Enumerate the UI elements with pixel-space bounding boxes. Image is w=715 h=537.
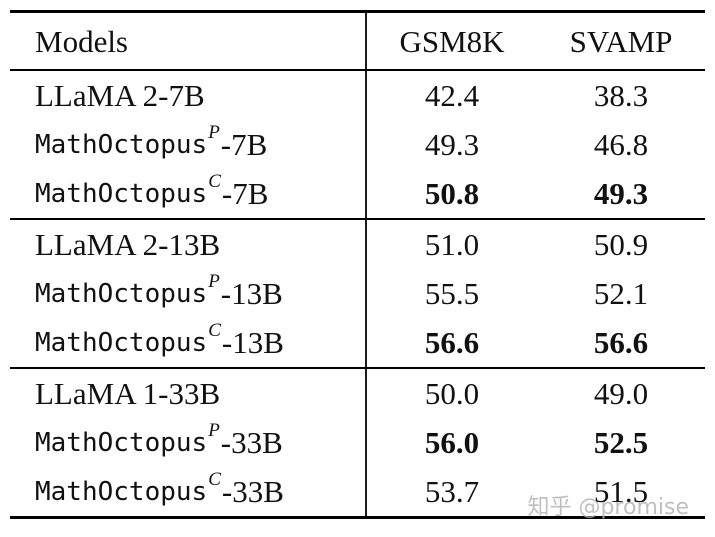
column-header-models: Models [10, 13, 367, 69]
table-row: LLaMA 1-33B 50.0 49.0 [10, 369, 705, 418]
table-row: MathOctopus C -7B 50.8 49.3 [10, 169, 705, 218]
gsm8k-value: 53.7 [424, 474, 480, 509]
model-suffix: -33B [221, 474, 284, 509]
gsm8k-value: 51.0 [424, 227, 480, 262]
svamp-value: 56.6 [593, 325, 649, 360]
column-header-svamp: SVAMP [569, 23, 673, 59]
model-name-cell: MathOctopus C -33B [10, 467, 367, 516]
gsm8k-value: 50.0 [424, 376, 480, 411]
gsm8k-value: 50.8 [424, 176, 480, 211]
model-name-cell: MathOctopus C -13B [10, 318, 367, 367]
gsm8k-value: 42.4 [424, 78, 480, 113]
gsm8k-value: 55.5 [424, 276, 480, 311]
svamp-value: 46.8 [593, 127, 649, 162]
table-row: LLaMA 2-7B 42.4 38.3 [10, 71, 705, 120]
table-header-row: Models GSM8K SVAMP [10, 13, 705, 69]
model-name-cell: LLaMA 2-7B [10, 71, 367, 120]
column-header-gsm8k: GSM8K [399, 23, 505, 59]
model-name: MathOctopus [35, 278, 208, 309]
table-row: MathOctopus P -13B 55.5 52.1 [10, 269, 705, 318]
model-name: LLaMA 2-13B [35, 227, 221, 262]
gsm8k-value: 49.3 [424, 127, 480, 162]
model-name: MathOctopus [35, 476, 208, 507]
table-row: MathOctopus C -13B 56.6 56.6 [10, 318, 705, 367]
svamp-value: 50.9 [593, 227, 649, 262]
model-name-cell: LLaMA 1-33B [10, 369, 367, 418]
svamp-value: 52.1 [593, 276, 649, 311]
table-row: MathOctopus P -7B 49.3 46.8 [10, 120, 705, 169]
model-suffix: -13B [221, 325, 284, 360]
results-table: Models GSM8K SVAMP LLaMA 2-7B 42.4 38.3 … [10, 10, 705, 519]
svamp-value: 49.3 [593, 176, 649, 211]
model-name: MathOctopus [35, 178, 208, 209]
model-name-cell: LLaMA 2-13B [10, 220, 367, 269]
model-name-cell: MathOctopus P -33B [10, 418, 367, 467]
gsm8k-value: 56.6 [424, 325, 480, 360]
table-body: LLaMA 2-7B 42.4 38.3 MathOctopus P -7B 49.… [10, 69, 705, 516]
model-suffix: -7B [220, 127, 268, 162]
svamp-value: 49.0 [593, 376, 649, 411]
model-name: MathOctopus [35, 129, 208, 160]
model-name-cell: MathOctopus P -13B [10, 269, 367, 318]
model-suffix: -7B [221, 176, 269, 211]
svamp-value: 38.3 [593, 78, 649, 113]
model-suffix: -13B [220, 276, 283, 311]
table-group: LLaMA 1-33B 50.0 49.0 MathOctopus P -33B 5… [10, 367, 705, 516]
model-name: LLaMA 1-33B [35, 376, 221, 411]
model-name-cell: MathOctopus C -7B [10, 169, 367, 218]
model-name: MathOctopus [35, 427, 208, 458]
svamp-value: 51.5 [593, 474, 649, 509]
table-group: LLaMA 2-7B 42.4 38.3 MathOctopus P -7B 49.… [10, 69, 705, 218]
table-row: LLaMA 2-13B 51.0 50.9 [10, 220, 705, 269]
table-row: MathOctopus P -33B 56.0 52.5 [10, 418, 705, 467]
table-group: LLaMA 2-13B 51.0 50.9 MathOctopus P -13B 5… [10, 218, 705, 367]
model-name: LLaMA 2-7B [35, 78, 205, 113]
gsm8k-value: 56.0 [424, 425, 480, 460]
model-suffix: -33B [220, 425, 283, 460]
model-name: MathOctopus [35, 327, 208, 358]
svamp-value: 52.5 [593, 425, 649, 460]
table-row: MathOctopus C -33B 53.7 51.5 [10, 467, 705, 516]
model-name-cell: MathOctopus P -7B [10, 120, 367, 169]
